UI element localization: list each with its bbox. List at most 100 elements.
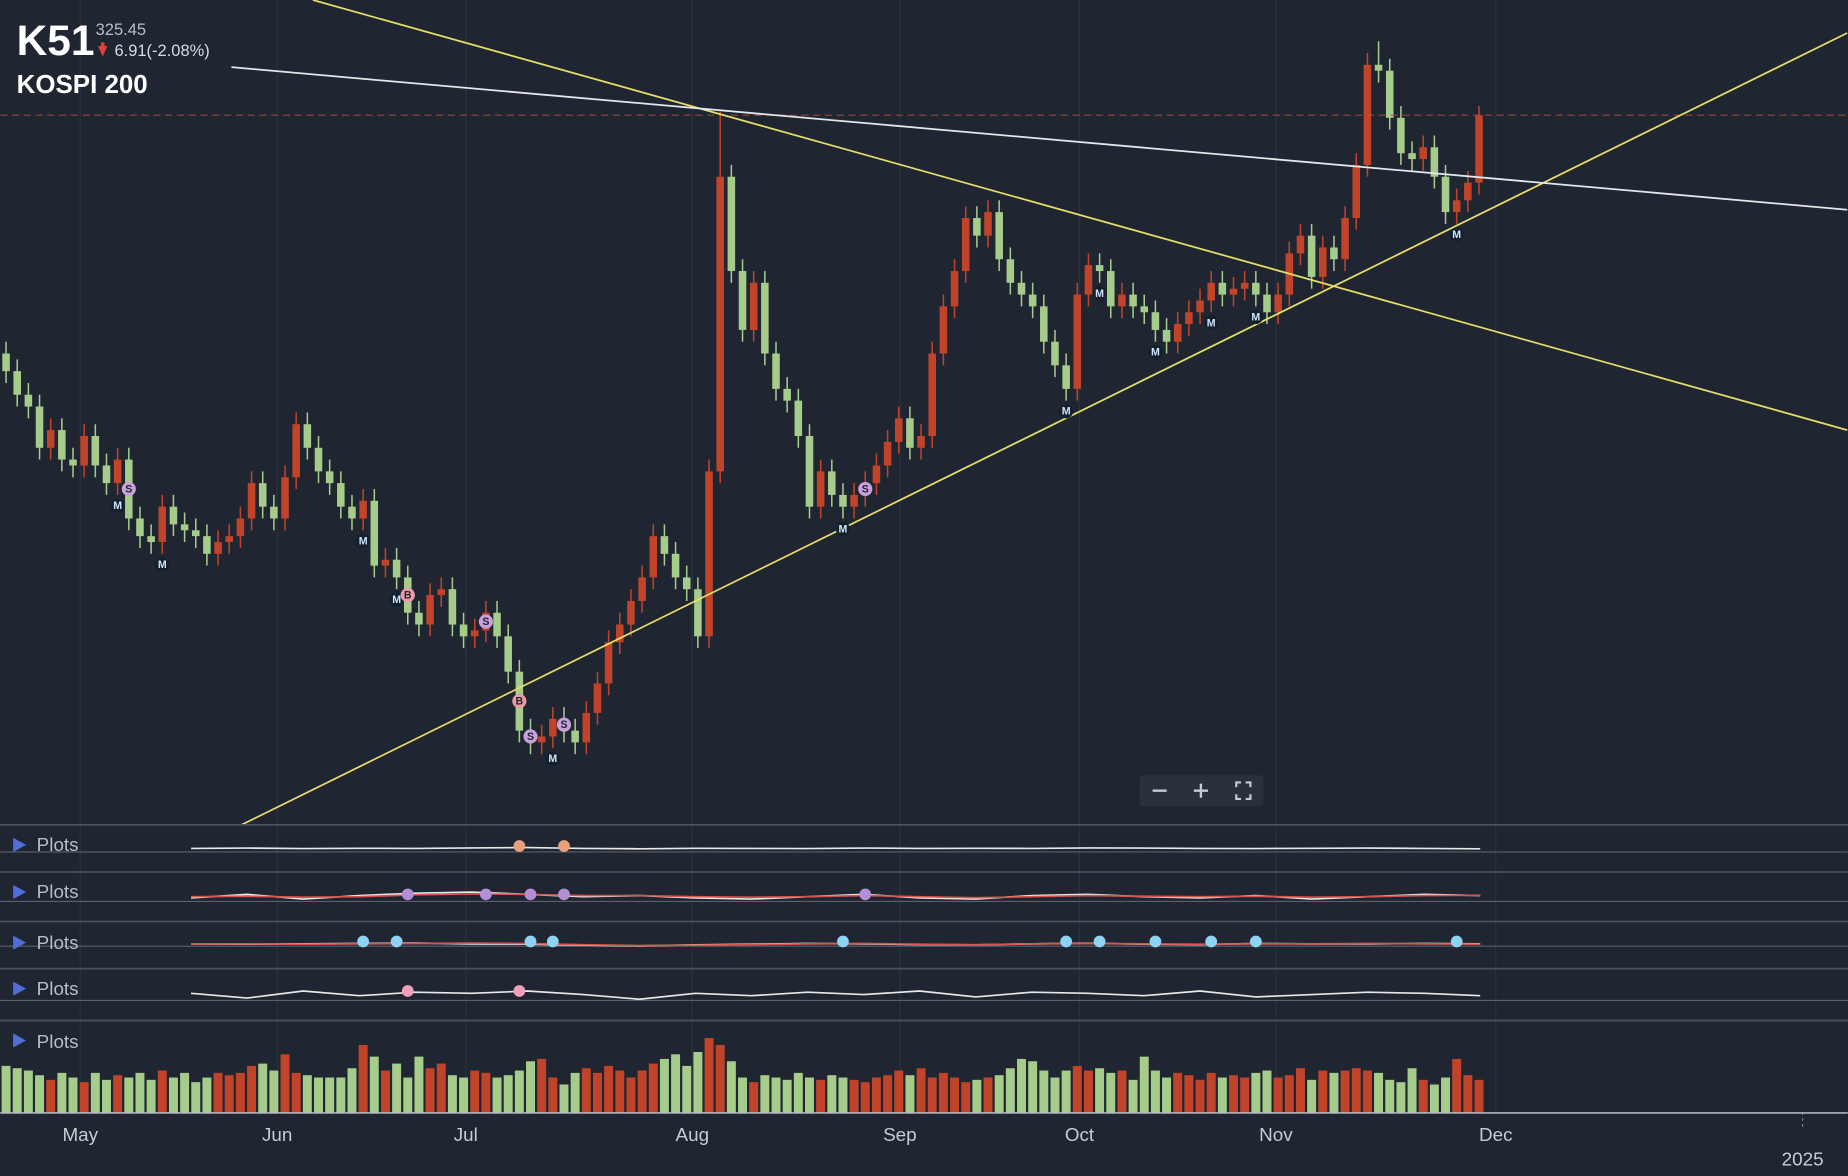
candle-body [2, 353, 10, 372]
candle-body [1185, 312, 1193, 325]
volume-bar [503, 1075, 513, 1113]
volume-bar [604, 1065, 614, 1113]
candle-body [415, 612, 423, 625]
volume-bar [425, 1068, 435, 1113]
volume-bar [581, 1068, 591, 1113]
candle-body [381, 559, 390, 566]
candle-body [828, 471, 836, 495]
volume-bar [1441, 1077, 1451, 1113]
volume-bar [626, 1077, 636, 1113]
expand-toggle[interactable] [13, 884, 27, 900]
signal-label: M [1207, 317, 1216, 329]
volume-bar [1340, 1070, 1350, 1113]
volume-bar [1195, 1079, 1205, 1113]
candle-body [1129, 294, 1137, 307]
candle-body [1385, 70, 1394, 118]
volume-bar [291, 1072, 301, 1113]
volume-bar [1173, 1072, 1183, 1113]
signal-label: B [404, 589, 412, 601]
volume-bar [1463, 1075, 1473, 1113]
candle-body [616, 624, 624, 643]
volume-bar [592, 1072, 602, 1113]
indicator-line [191, 942, 1481, 947]
signal-marker [389, 592, 404, 607]
signal-label: M [359, 535, 368, 547]
volume-bar [682, 1065, 692, 1113]
volume-bar [436, 1063, 446, 1113]
x-tick-label: Aug [676, 1124, 710, 1145]
volume-bar [883, 1075, 893, 1113]
expand-toggle[interactable] [13, 1033, 27, 1048]
candle-body [1430, 147, 1439, 177]
volume-bar [380, 1070, 390, 1113]
volume-bar [213, 1072, 223, 1113]
x-tick-label: May [62, 1124, 98, 1145]
candle-body [236, 518, 245, 537]
candle-body [627, 600, 635, 625]
expand-toggle[interactable] [13, 837, 27, 852]
volume-bar [1017, 1058, 1026, 1113]
volume-bar [1407, 1068, 1417, 1113]
volume-bar [1385, 1079, 1395, 1113]
candle-body [973, 217, 981, 236]
candle-body [604, 642, 613, 684]
signal-marker [110, 498, 125, 513]
signal-label: M [1251, 311, 1260, 323]
volume-bar [726, 1061, 736, 1113]
indicator-dot [859, 888, 872, 901]
volume-bar [559, 1084, 569, 1113]
candle-body [136, 518, 144, 537]
volume-bar [1095, 1068, 1105, 1113]
candle-body [571, 730, 579, 743]
volume-bar [124, 1077, 134, 1113]
candle-body [1140, 306, 1149, 313]
signal-marker [356, 533, 371, 548]
zoom-out-button[interactable] [1146, 778, 1174, 804]
volume-bar [526, 1061, 535, 1113]
indicator-dot [558, 888, 570, 901]
candle-body [1017, 282, 1026, 295]
volume-bar [771, 1077, 781, 1113]
fullscreen-button[interactable] [1229, 778, 1257, 804]
volume-bar [180, 1072, 190, 1113]
volume-bar [459, 1077, 469, 1113]
volume-bar [1418, 1079, 1428, 1113]
volume-bar [860, 1082, 870, 1113]
zoom-in-button[interactable] [1187, 778, 1215, 804]
volume-bar [950, 1077, 960, 1113]
candle-body [939, 306, 948, 354]
volume-bar [481, 1072, 491, 1113]
indicator-dot [1060, 935, 1073, 948]
candle-body [694, 589, 702, 637]
candle-body [1464, 182, 1472, 201]
volume-bar [336, 1077, 346, 1113]
volume-bar [570, 1072, 580, 1113]
x-tick-label: Oct [1065, 1124, 1095, 1145]
volume-bar [302, 1075, 312, 1113]
candle-body [169, 506, 178, 525]
volume-bar [113, 1075, 123, 1113]
volume-bar [280, 1054, 290, 1113]
volume-bar [1106, 1072, 1116, 1113]
candle-body [69, 459, 77, 466]
signal-label: M [1151, 347, 1160, 359]
expand-toggle[interactable] [13, 981, 27, 996]
volume-bar [157, 1070, 167, 1113]
volume-bar [1162, 1077, 1172, 1113]
signal-label: S [862, 483, 869, 495]
candle-body [1073, 294, 1082, 389]
indicator-dot [1450, 935, 1463, 948]
volume-bar [90, 1072, 100, 1113]
signal-label: M [1452, 229, 1461, 241]
signal-label: S [482, 616, 489, 628]
expand-toggle[interactable] [13, 935, 27, 950]
candle-body [35, 406, 44, 448]
candle-body [91, 435, 100, 466]
candle-body [883, 441, 892, 466]
candle-body [337, 483, 345, 507]
volume-bar [961, 1082, 971, 1113]
volume-bar [637, 1070, 647, 1113]
candle-body [537, 736, 546, 743]
candle-body [1374, 64, 1383, 71]
candle-body [1441, 176, 1450, 213]
